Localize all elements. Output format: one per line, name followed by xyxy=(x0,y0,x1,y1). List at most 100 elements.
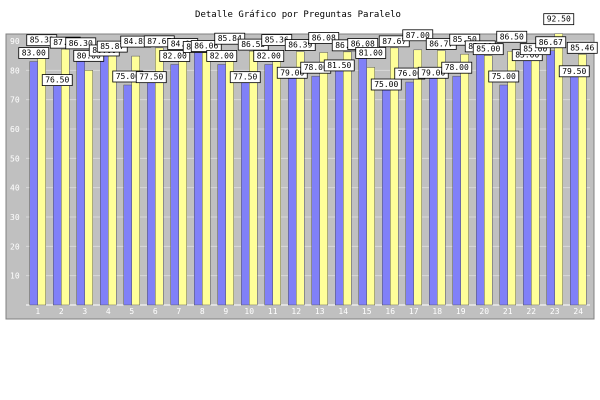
data-label-text: 85.84 xyxy=(218,34,242,43)
data-label-text: 76.50 xyxy=(45,76,69,85)
bar xyxy=(225,52,234,306)
data-label: 85.46 xyxy=(566,41,598,54)
data-label-text: 86.55 xyxy=(241,40,265,49)
data-label: 77.50 xyxy=(229,71,261,84)
x-tick-label: 3 xyxy=(82,307,87,316)
bar xyxy=(131,55,140,306)
data-label-text: 85.87 xyxy=(100,42,124,51)
data-label-box xyxy=(402,29,434,42)
x-tick-label: 21 xyxy=(503,307,513,316)
bar xyxy=(413,49,422,306)
bar xyxy=(241,77,250,306)
data-label: 86.39 xyxy=(284,39,316,51)
data-label-box xyxy=(18,47,50,59)
data-label-box xyxy=(519,43,551,56)
data-label: 86.06 xyxy=(190,40,222,52)
bar xyxy=(53,80,62,306)
data-label: 78.00 xyxy=(441,61,473,74)
bar xyxy=(405,81,414,306)
data-label-text: 85.50 xyxy=(453,35,477,44)
data-label-text: 84.00 xyxy=(171,40,195,49)
data-label: 85.00 xyxy=(472,43,504,56)
data-label: 76.50 xyxy=(41,74,73,86)
bars xyxy=(29,33,587,306)
bar xyxy=(155,47,164,306)
y-tick-label: 20 xyxy=(10,242,20,251)
bar xyxy=(170,64,179,306)
data-label: 86.08 xyxy=(308,32,340,44)
data-label-box xyxy=(65,37,97,50)
x-tick-label: 4 xyxy=(106,307,111,316)
data-label-box xyxy=(41,74,73,86)
x-ticks: 1 2 3 4 5 6 7 8 9 10 11 12 13 14 15 16 17 18 19 20 21 22 23 24 xyxy=(35,307,583,316)
bar xyxy=(123,84,132,306)
y-tick-label: 90 xyxy=(10,37,20,46)
data-label: 75.00 xyxy=(370,78,402,91)
data-label-box xyxy=(449,33,481,46)
data-label-box xyxy=(190,40,222,52)
data-label-text: 75.00 xyxy=(492,72,516,81)
data-label-text: 82.00 xyxy=(163,51,187,60)
bar xyxy=(343,51,352,306)
x-tick-label: 17 xyxy=(409,307,419,316)
data-label-box xyxy=(214,32,246,45)
bar xyxy=(484,55,493,306)
bar xyxy=(178,58,187,306)
bar xyxy=(217,64,226,306)
data-label-box xyxy=(370,78,402,91)
bar xyxy=(108,52,117,306)
data-label-text: 75.00 xyxy=(116,72,140,81)
data-label-box xyxy=(378,35,410,48)
data-label-text: 85.33 xyxy=(30,36,54,45)
data-label-text: 81.00 xyxy=(359,48,383,57)
data-label-text: 87.00 xyxy=(406,31,430,40)
data-label-box xyxy=(496,30,528,43)
bar xyxy=(84,70,93,306)
x-tick-label: 13 xyxy=(315,307,325,316)
x-tick-label: 2 xyxy=(59,307,64,316)
bar xyxy=(429,73,438,306)
x-tick-label: 23 xyxy=(550,307,560,316)
bar xyxy=(382,84,391,306)
x-tick-label: 22 xyxy=(526,307,536,316)
data-label-box xyxy=(566,41,598,54)
data-label: 85.84 xyxy=(214,32,246,45)
data-label-box xyxy=(253,50,285,62)
data-label-text: 85.36 xyxy=(265,36,289,45)
x-tick-label: 18 xyxy=(432,307,442,316)
x-tick-label: 10 xyxy=(244,307,254,316)
data-label-text: 86.77 xyxy=(429,39,453,48)
y-tick-label: 40 xyxy=(10,184,20,193)
y-tick-label: 70 xyxy=(10,96,20,105)
data-label: 82.00 xyxy=(206,50,238,62)
data-label-text: 75.00 xyxy=(374,80,398,89)
data-label-text: 76.00 xyxy=(398,69,422,78)
data-label-text: 87.67 xyxy=(147,37,171,46)
bar xyxy=(272,54,281,306)
bar xyxy=(76,51,85,306)
bar xyxy=(460,53,469,306)
bar xyxy=(264,64,273,306)
bar xyxy=(358,52,367,306)
bar xyxy=(499,84,508,306)
bar xyxy=(61,48,70,306)
bar xyxy=(288,73,297,306)
data-label-text: 87.22 xyxy=(53,38,77,47)
bar xyxy=(554,33,563,306)
bar xyxy=(452,75,461,306)
data-label-text: 86.50 xyxy=(500,32,524,41)
data-label: 81.00 xyxy=(355,47,387,59)
data-label-text: 84.85 xyxy=(124,37,148,46)
data-label-box xyxy=(355,47,387,59)
x-tick-label: 15 xyxy=(362,307,372,316)
y-tick-label: 80 xyxy=(10,66,20,75)
bar xyxy=(202,52,211,306)
data-label-text: 86.06 xyxy=(194,42,218,51)
data-label-box xyxy=(135,71,167,84)
bar xyxy=(194,47,203,306)
data-label: 75.00 xyxy=(488,70,520,83)
y-tick-label: 60 xyxy=(10,125,20,134)
data-label-text: 86.30 xyxy=(335,41,359,50)
data-label-text: 80.00 xyxy=(77,51,101,60)
